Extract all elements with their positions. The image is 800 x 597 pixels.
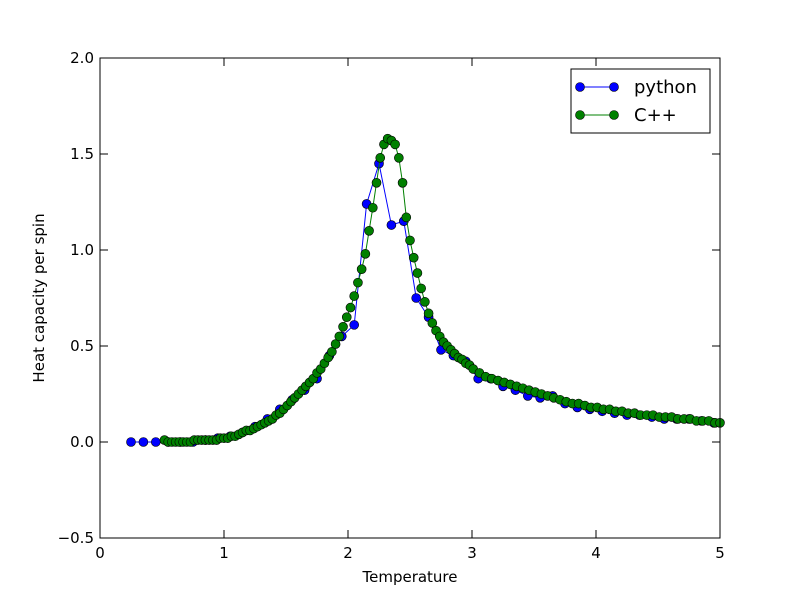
legend-python-label: python [634,77,697,98]
data-point-cpp [327,346,337,357]
data-point-cpp [334,331,345,342]
data-point-cpp [416,283,426,294]
data-point-cpp [394,153,404,163]
data-point-cpp [356,264,367,275]
x-tick-label: 0 [95,544,105,562]
x-tick-label: 3 [467,544,477,562]
data-point-cpp [427,318,438,328]
x-tick-label: 5 [715,544,725,562]
series-layer [126,133,725,447]
data-point-cpp [345,302,356,313]
ticks-layer: 0 1 2 3 4 5 −0.5 0.0 0.5 1.0 1.5 2.0 [58,49,725,562]
data-point-cpp [341,312,352,323]
legend: python C++ [570,68,711,134]
x-tick-label: 4 [591,544,601,562]
legend-cpp-marker-right [609,110,619,120]
data-point-cpp [408,252,419,263]
data-point-cpp [360,249,371,259]
data-point-cpp [375,153,386,163]
x-tick-label: 1 [219,544,229,562]
legend-python-marker-right [609,82,619,92]
x-tick-label: 2 [343,544,353,562]
data-point-cpp [397,178,408,188]
legend-python-marker-left [575,82,585,92]
data-point-cpp [412,268,423,278]
y-tick-label: −0.5 [58,529,94,547]
data-point-cpp [371,178,382,188]
y-tick-label: 0.5 [70,337,94,355]
data-point-cpp [423,308,434,319]
legend-box [570,68,711,134]
plot-frame [99,57,721,539]
data-point-cpp [364,226,374,236]
data-point-python [349,320,360,330]
data-point-python [138,437,149,447]
y-axis-label: Heat capacity per spin [30,213,48,382]
y-tick-label: 2.0 [70,49,94,67]
data-point-cpp [353,277,363,288]
data-point-cpp [338,321,348,332]
data-point-cpp [405,235,415,246]
plot-area [100,58,720,538]
data-point-python [411,293,422,303]
data-point-python [126,437,136,447]
legend-cpp-label: C++ [634,105,677,126]
y-tick-label: 1.0 [70,241,94,259]
y-tick-label: 1.5 [70,145,94,163]
data-point-cpp [401,212,412,223]
x-axis-label: Temperature [361,568,457,586]
data-point-cpp [349,291,360,301]
data-point-python [386,220,397,230]
data-point-python [151,437,161,447]
y-tick-label: 0.0 [70,433,94,451]
data-point-cpp [390,139,400,150]
data-point-cpp [420,297,430,307]
data-point-cpp [367,202,378,213]
legend-cpp-marker-left [575,110,585,120]
data-point-cpp [330,339,341,349]
